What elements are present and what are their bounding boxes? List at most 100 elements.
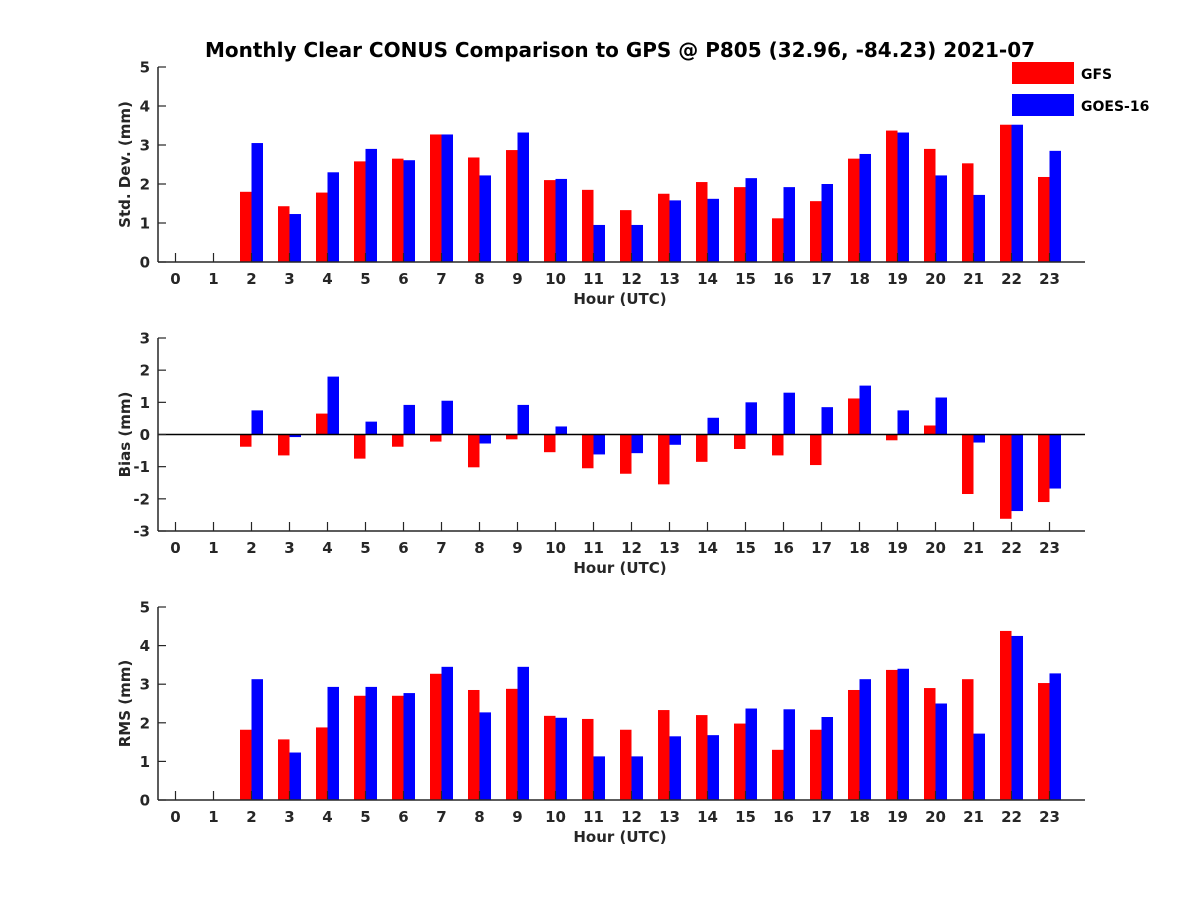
bar-gfs-6 [392, 434, 404, 447]
bar-gfs-12 [620, 729, 632, 800]
y-tick-label: 0 [140, 792, 150, 810]
bar-gfs-8 [468, 157, 480, 262]
x-tick-label: 9 [512, 808, 522, 826]
bar-gfs-23 [1038, 176, 1050, 262]
x-tick-label: 7 [436, 808, 446, 826]
x-tick-label: 11 [583, 270, 604, 288]
bar-gfs-14 [696, 715, 708, 800]
bar-goes16-9 [517, 666, 529, 800]
bar-gfs-9 [506, 688, 518, 800]
bar-gfs-13 [658, 710, 670, 800]
x-tick-label: 0 [170, 539, 180, 557]
x-tick-label: 13 [659, 539, 680, 557]
bar-goes16-7 [441, 666, 453, 800]
bar-gfs-13 [658, 193, 670, 262]
x-tick-label: 4 [322, 808, 332, 826]
x-tick-label: 3 [284, 270, 294, 288]
bar-goes16-9 [517, 404, 529, 435]
x-tick-label: 7 [436, 270, 446, 288]
x-tick-label: 6 [398, 808, 408, 826]
bar-gfs-17 [810, 201, 822, 262]
x-tick-label: 15 [735, 808, 756, 826]
bar-gfs-16 [772, 749, 784, 800]
x-tick-label: 23 [1039, 539, 1060, 557]
legend-swatch-gfs [1012, 62, 1074, 84]
bar-goes16-14 [707, 735, 719, 800]
bar-gfs-5 [354, 161, 366, 262]
bar-goes16-17 [821, 407, 833, 435]
y-axis-label: RMS (mm) [116, 660, 134, 747]
bar-gfs-20 [924, 148, 936, 262]
x-tick-label: 12 [621, 270, 642, 288]
bar-gfs-14 [696, 182, 708, 262]
bar-goes16-10 [555, 426, 567, 435]
x-tick-label: 15 [735, 270, 756, 288]
bar-gfs-19 [886, 669, 898, 800]
bar-goes16-10 [555, 717, 567, 800]
x-tick-label: 10 [545, 808, 566, 826]
x-tick-label: 6 [398, 539, 408, 557]
x-tick-label: 1 [208, 539, 218, 557]
x-tick-label: 9 [512, 270, 522, 288]
bar-gfs-5 [354, 695, 366, 800]
bar-goes16-21 [973, 733, 985, 800]
x-tick-label: 8 [474, 270, 484, 288]
y-tick-label: 5 [140, 59, 150, 77]
x-tick-label: 15 [735, 539, 756, 557]
y-tick-label: 1 [140, 394, 150, 412]
x-tick-label: 19 [887, 808, 908, 826]
x-tick-label: 1 [208, 808, 218, 826]
x-tick-label: 0 [170, 808, 180, 826]
bar-goes16-22 [1011, 635, 1023, 800]
y-tick-label: 2 [140, 362, 150, 380]
bar-goes16-3 [289, 434, 301, 438]
x-tick-label: 3 [284, 539, 294, 557]
bar-gfs-5 [354, 434, 366, 459]
x-tick-label: 2 [246, 808, 256, 826]
bar-goes16-3 [289, 214, 301, 262]
y-tick-label: 0 [140, 254, 150, 272]
bar-goes16-2 [251, 143, 263, 262]
bar-gfs-6 [392, 158, 404, 262]
x-tick-label: 7 [436, 539, 446, 557]
x-tick-label: 21 [963, 270, 984, 288]
bar-goes16-16 [783, 392, 795, 435]
x-tick-label: 10 [545, 270, 566, 288]
legend: GFS GOES-16 [1012, 62, 1149, 116]
bar-goes16-18 [859, 385, 871, 435]
bar-gfs-15 [734, 187, 746, 262]
bar-goes16-14 [707, 198, 719, 262]
bar-goes16-5 [365, 686, 377, 800]
bar-goes16-6 [403, 404, 415, 435]
bar-goes16-19 [897, 410, 909, 435]
x-tick-label: 19 [887, 270, 908, 288]
bar-goes16-23 [1049, 150, 1061, 262]
x-tick-label: 9 [512, 539, 522, 557]
bar-gfs-11 [582, 434, 594, 469]
legend-swatch-goes16 [1012, 94, 1074, 116]
bar-gfs-16 [772, 218, 784, 262]
bar-goes16-14 [707, 417, 719, 435]
x-tick-label: 20 [925, 539, 946, 557]
bar-goes16-12 [631, 224, 643, 262]
x-tick-label: 2 [246, 270, 256, 288]
bar-gfs-4 [316, 413, 328, 435]
bar-gfs-10 [544, 715, 556, 800]
bar-goes16-7 [441, 400, 453, 435]
bar-goes16-4 [327, 686, 339, 800]
bar-goes16-15 [745, 178, 757, 262]
bar-goes16-20 [935, 397, 947, 435]
y-tick-label: -3 [133, 523, 150, 541]
x-tick-label: 18 [849, 270, 870, 288]
bar-goes16-10 [555, 178, 567, 262]
bar-gfs-21 [962, 679, 974, 800]
bar-goes16-2 [251, 679, 263, 800]
bar-goes16-17 [821, 184, 833, 262]
x-tick-label: 5 [360, 808, 370, 826]
bar-goes16-21 [973, 434, 985, 443]
bar-goes16-18 [859, 679, 871, 800]
bar-gfs-17 [810, 434, 822, 466]
